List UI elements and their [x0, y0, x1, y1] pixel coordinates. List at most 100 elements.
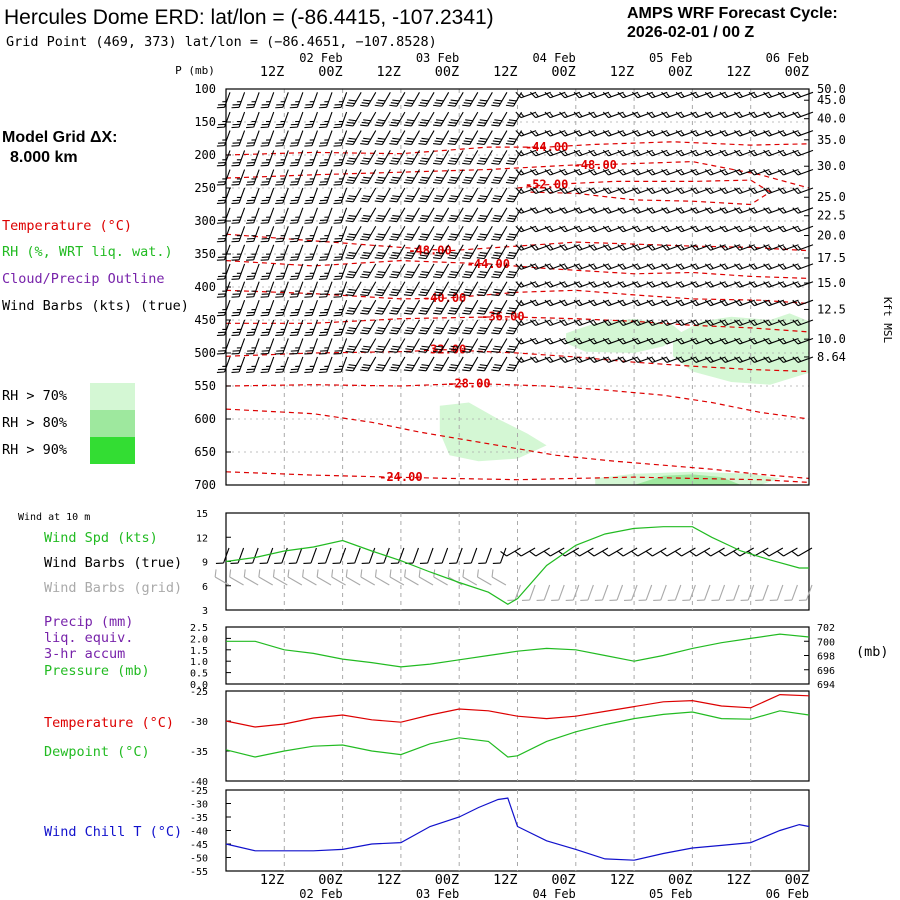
upper-wind-barb — [360, 244, 377, 260]
precip-tick-label: 0.5 — [190, 669, 208, 680]
sfc-wind-barb-grid — [345, 569, 361, 586]
upper-wind-barb — [231, 319, 246, 337]
sfc-wind-barb-true — [558, 547, 580, 557]
upper-wind-barb — [491, 263, 508, 279]
upper-wind-barb — [260, 338, 275, 355]
upper-wind-barb — [447, 263, 464, 279]
upper-wind-barb — [704, 319, 726, 326]
upper-wind-barb — [432, 226, 450, 241]
upper-wind-barb — [304, 281, 318, 298]
upper-wind-barb — [447, 111, 464, 127]
upper-wind-barb — [675, 281, 697, 288]
upper-wind-barb — [602, 244, 624, 251]
upper-wind-barb — [374, 263, 391, 279]
upper-wind-barb — [333, 226, 348, 243]
sfc-wind-barb-grid — [258, 569, 274, 586]
height-tick-label: 30.0 — [817, 159, 846, 173]
upper-wind-barb — [530, 207, 551, 214]
top-time-label: 12Z — [726, 64, 750, 80]
upper-wind-barb — [231, 300, 246, 317]
upper-wind-barb — [661, 225, 683, 233]
upper-wind-barb — [260, 169, 275, 186]
upper-wind-barb — [602, 130, 624, 137]
upper-wind-barb — [505, 187, 522, 203]
upper-wind-barb — [289, 150, 304, 167]
upper-wind-barb — [333, 263, 348, 280]
upper-wind-barb — [462, 244, 479, 260]
upper-wind-barb — [748, 299, 770, 307]
temperature-contour-label: -32.00 — [423, 343, 466, 357]
upper-wind-barb — [661, 263, 683, 270]
upper-wind-barb — [260, 244, 275, 261]
upper-wind-barb — [704, 111, 726, 119]
upper-wind-barb — [719, 263, 741, 270]
height-axis-label: Kft MSL — [881, 297, 894, 344]
upper-wind-barb — [602, 319, 624, 326]
upper-wind-barb — [690, 225, 712, 233]
upper-wind-barb — [462, 150, 479, 165]
rh80-label: RH > 80% — [2, 415, 67, 431]
upper-wind-barb — [360, 169, 377, 184]
upper-wind-barb — [476, 187, 493, 203]
legend-temperature: Temperature (°C) — [2, 218, 132, 234]
upper-wind-barb — [403, 338, 420, 353]
rh70-label: RH > 70% — [2, 388, 67, 404]
upper-wind-barb — [704, 130, 726, 137]
upper-wind-barb — [602, 225, 624, 233]
upper-wind-barb — [588, 244, 610, 251]
upper-wind-barb — [374, 281, 391, 297]
pressure-tick-label: 500 — [194, 346, 216, 360]
upper-wind-barb — [216, 319, 231, 337]
upper-wind-barb — [432, 244, 450, 260]
upper-wind-barb — [318, 92, 333, 109]
upper-wind-barb — [289, 92, 304, 109]
upper-wind-barb — [646, 91, 668, 99]
upper-wind-barb — [777, 356, 799, 363]
upper-wind-barb — [544, 299, 566, 307]
sfc-wind-barb-grid — [214, 569, 230, 586]
upper-wind-barb — [403, 187, 420, 203]
upper-wind-barb — [505, 169, 522, 184]
sfc-wind-barb-true — [631, 547, 652, 557]
upper-wind-barb — [403, 281, 420, 297]
upper-wind-barb — [792, 111, 814, 119]
upper-wind-barb — [530, 169, 551, 176]
upper-wind-barb — [260, 226, 275, 243]
upper-wind-barb — [216, 244, 231, 261]
upper-wind-barb — [491, 281, 508, 297]
sfc-wind-barb-true — [645, 547, 667, 557]
upper-wind-barb — [505, 207, 522, 223]
upper-wind-barb — [588, 169, 610, 176]
upper-wind-barb — [734, 187, 755, 194]
upper-wind-barb — [374, 338, 391, 353]
upper-wind-barb — [231, 281, 246, 298]
upper-wind-barb — [719, 356, 741, 363]
upper-wind-barb — [646, 356, 668, 363]
upper-wind-barb — [734, 130, 755, 137]
upper-wind-barb — [345, 338, 362, 353]
upper-wind-barb — [345, 226, 362, 241]
upper-wind-barb — [275, 187, 289, 205]
upper-wind-barb — [333, 244, 348, 261]
upper-wind-barb — [418, 169, 435, 184]
upper-wind-barb — [763, 319, 785, 326]
upper-wind-barb — [304, 263, 318, 280]
upper-wind-barb — [333, 207, 348, 224]
bottom-date-label: 05 Feb — [649, 887, 692, 900]
upper-wind-barb — [602, 187, 624, 194]
upper-wind-barb — [646, 111, 668, 119]
bottom-time-label: 12Z — [260, 872, 284, 888]
forecast-cycle-time: 2026-02-01 / 00 Z — [627, 24, 754, 41]
upper-wind-barb — [304, 207, 318, 224]
upper-wind-barb — [304, 226, 318, 243]
upper-wind-barb — [763, 299, 785, 307]
upper-wind-barb — [777, 244, 799, 251]
upper-wind-barb — [345, 244, 362, 260]
upper-wind-barb — [491, 150, 508, 165]
upper-wind-barb — [588, 207, 610, 214]
rh90-swatch — [90, 437, 135, 464]
upper-wind-barb — [462, 338, 479, 353]
rh-region — [634, 474, 741, 485]
upper-wind-barb — [318, 338, 333, 355]
upper-wind-barb — [530, 187, 551, 194]
